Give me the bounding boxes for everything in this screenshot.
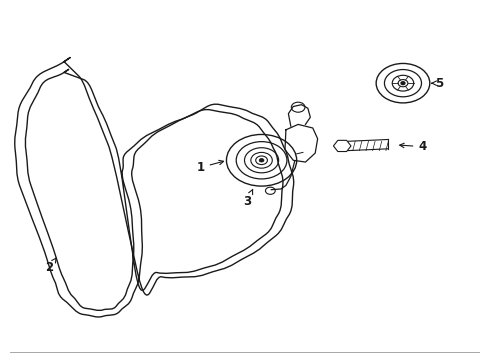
Text: 1: 1 — [196, 160, 223, 174]
Text: 2: 2 — [45, 258, 56, 274]
Circle shape — [400, 82, 404, 85]
Text: 3: 3 — [243, 189, 252, 208]
Circle shape — [259, 158, 264, 162]
Circle shape — [397, 80, 407, 87]
Text: 5: 5 — [431, 77, 443, 90]
Text: 4: 4 — [399, 140, 426, 153]
Circle shape — [255, 156, 267, 165]
